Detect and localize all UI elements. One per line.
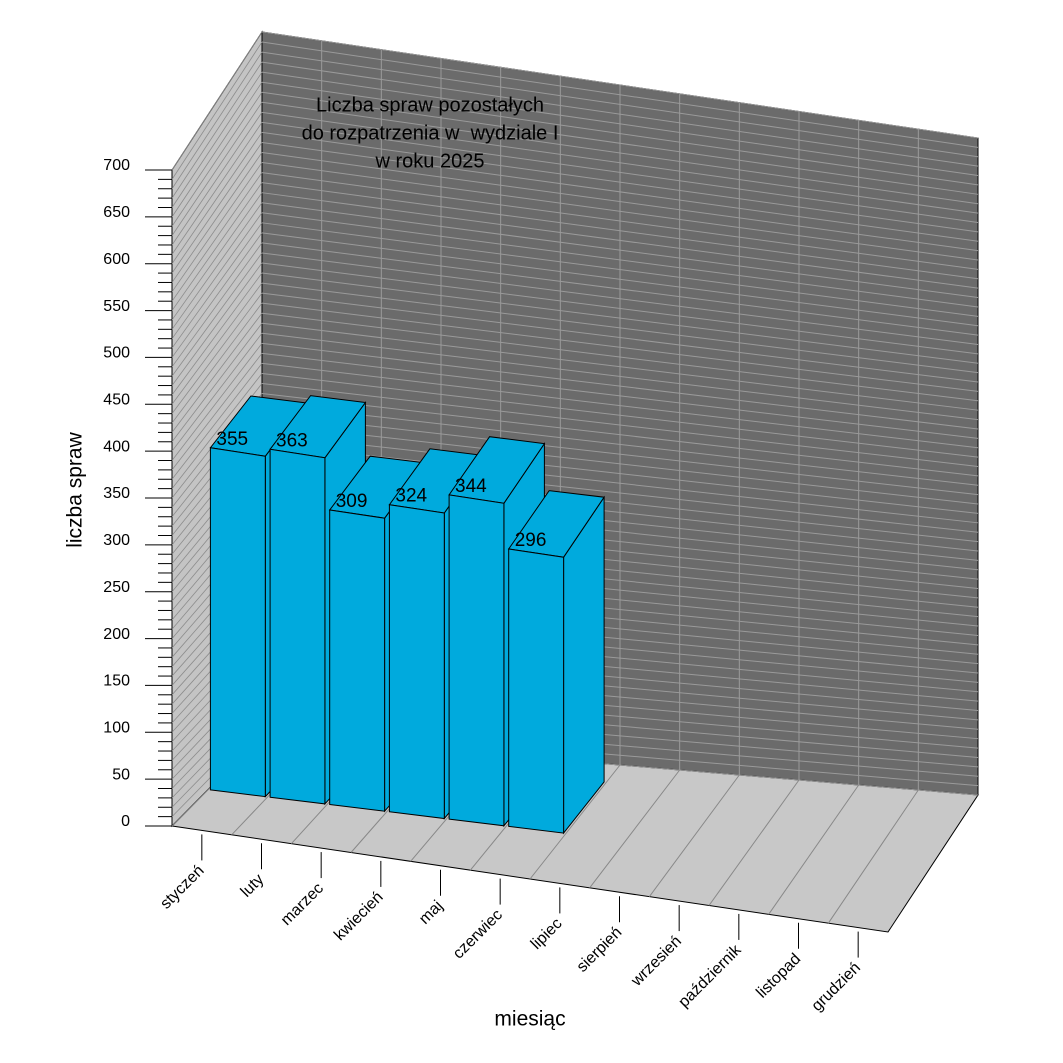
y-tick-label: 150 (103, 673, 130, 690)
bar-front (329, 509, 386, 812)
x-tick-label: kwiecień (331, 889, 386, 944)
side-minor-grid-line (171, 41, 263, 180)
data-label: 309 (336, 491, 368, 512)
side-grid-line (171, 81, 263, 218)
side-grid-line (171, 333, 263, 452)
chart-title: w roku 2025 (375, 150, 485, 172)
y-tick-label: 300 (103, 532, 130, 549)
bar-front (209, 447, 266, 798)
side-minor-grid-line (171, 142, 263, 274)
bar-front (269, 448, 326, 805)
side-minor-grid-line (171, 242, 263, 368)
x-tick-label: luty (238, 871, 268, 901)
side-minor-grid-line (171, 192, 263, 321)
chart-title: do rozpatrzenia w wydziale I (302, 122, 559, 144)
side-grid-line (171, 132, 263, 264)
x-tick-label: marzec (278, 880, 327, 929)
side-minor-grid-line (171, 373, 263, 489)
data-label: 324 (395, 486, 427, 507)
floor-divider (708, 779, 800, 906)
y-tick-label: 250 (103, 579, 130, 596)
side-grid-line (171, 232, 263, 358)
x-tick-label: wrzesień (628, 933, 685, 990)
side-grid-line (171, 31, 263, 171)
side-minor-grid-line (171, 302, 263, 424)
side-minor-grid-line (171, 323, 263, 443)
x-tick-label: grudzień (809, 959, 864, 1014)
floor-divider (768, 784, 860, 915)
bar-front (448, 494, 505, 827)
floor-divider (529, 764, 621, 880)
side-minor-grid-line (171, 162, 263, 293)
y-tick-label: 200 (103, 626, 130, 643)
floor-divider (827, 789, 919, 924)
side-minor-grid-line (171, 202, 263, 330)
x-tick-label: czerwiec (450, 906, 506, 962)
y-tick-label: 600 (103, 251, 130, 268)
side-minor-grid-line (171, 152, 263, 283)
side-minor-grid-line (171, 252, 263, 377)
y-tick-label: 350 (103, 485, 130, 502)
side-minor-grid-line (171, 102, 263, 236)
side-grid-line (171, 182, 263, 311)
side-minor-grid-line (171, 292, 263, 414)
side-minor-grid-line (171, 343, 263, 461)
y-axis-title: liczba spraw (64, 431, 87, 547)
x-tick-label: październik (675, 941, 745, 1011)
side-minor-grid-line (171, 363, 263, 480)
y-tick-label: 100 (103, 720, 130, 737)
side-minor-grid-line (171, 172, 263, 302)
side-minor-grid-line (171, 222, 263, 349)
side-minor-grid-line (171, 262, 263, 386)
data-label: 344 (455, 476, 487, 497)
side-minor-grid-line (171, 92, 263, 227)
side-minor-grid-line (171, 272, 263, 396)
y-tick-label: 400 (103, 438, 130, 455)
side-minor-grid-line (171, 51, 263, 189)
side-minor-grid-line (171, 212, 263, 339)
x-tick-label: sierpień (574, 924, 626, 976)
bar-front (388, 504, 445, 820)
x-tick-label: lipiec (528, 915, 566, 953)
y-tick-label: 50 (112, 766, 130, 783)
y-tick-label: 550 (103, 298, 130, 315)
y-tick-label: 500 (103, 345, 130, 362)
side-minor-grid-line (171, 112, 263, 246)
y-tick-label: 650 (103, 204, 130, 221)
x-tick-label: maj (416, 898, 446, 928)
y-tick-label: 450 (103, 392, 130, 409)
x-axis-title: miesiąc (494, 1008, 565, 1031)
side-minor-grid-line (171, 71, 263, 208)
data-label: 355 (216, 429, 248, 450)
floor-divider (589, 769, 681, 889)
side-minor-grid-line (171, 122, 263, 255)
side-minor-grid-line (171, 353, 263, 471)
side-minor-grid-line (171, 61, 263, 199)
bar-front (508, 548, 565, 834)
x-tick-label: styczeń (157, 862, 207, 912)
y-tick-label: 700 (103, 157, 130, 174)
floor-divider (648, 774, 740, 897)
side-grid-line (171, 282, 263, 405)
side-minor-grid-line (171, 312, 263, 433)
x-tick-label: listopad (753, 951, 804, 1002)
bar (507, 490, 605, 835)
data-label: 363 (276, 430, 308, 451)
y-tick-label: 0 (121, 813, 130, 830)
chart-title: Liczba spraw pozostałych (316, 94, 544, 116)
data-label: 296 (515, 530, 547, 551)
